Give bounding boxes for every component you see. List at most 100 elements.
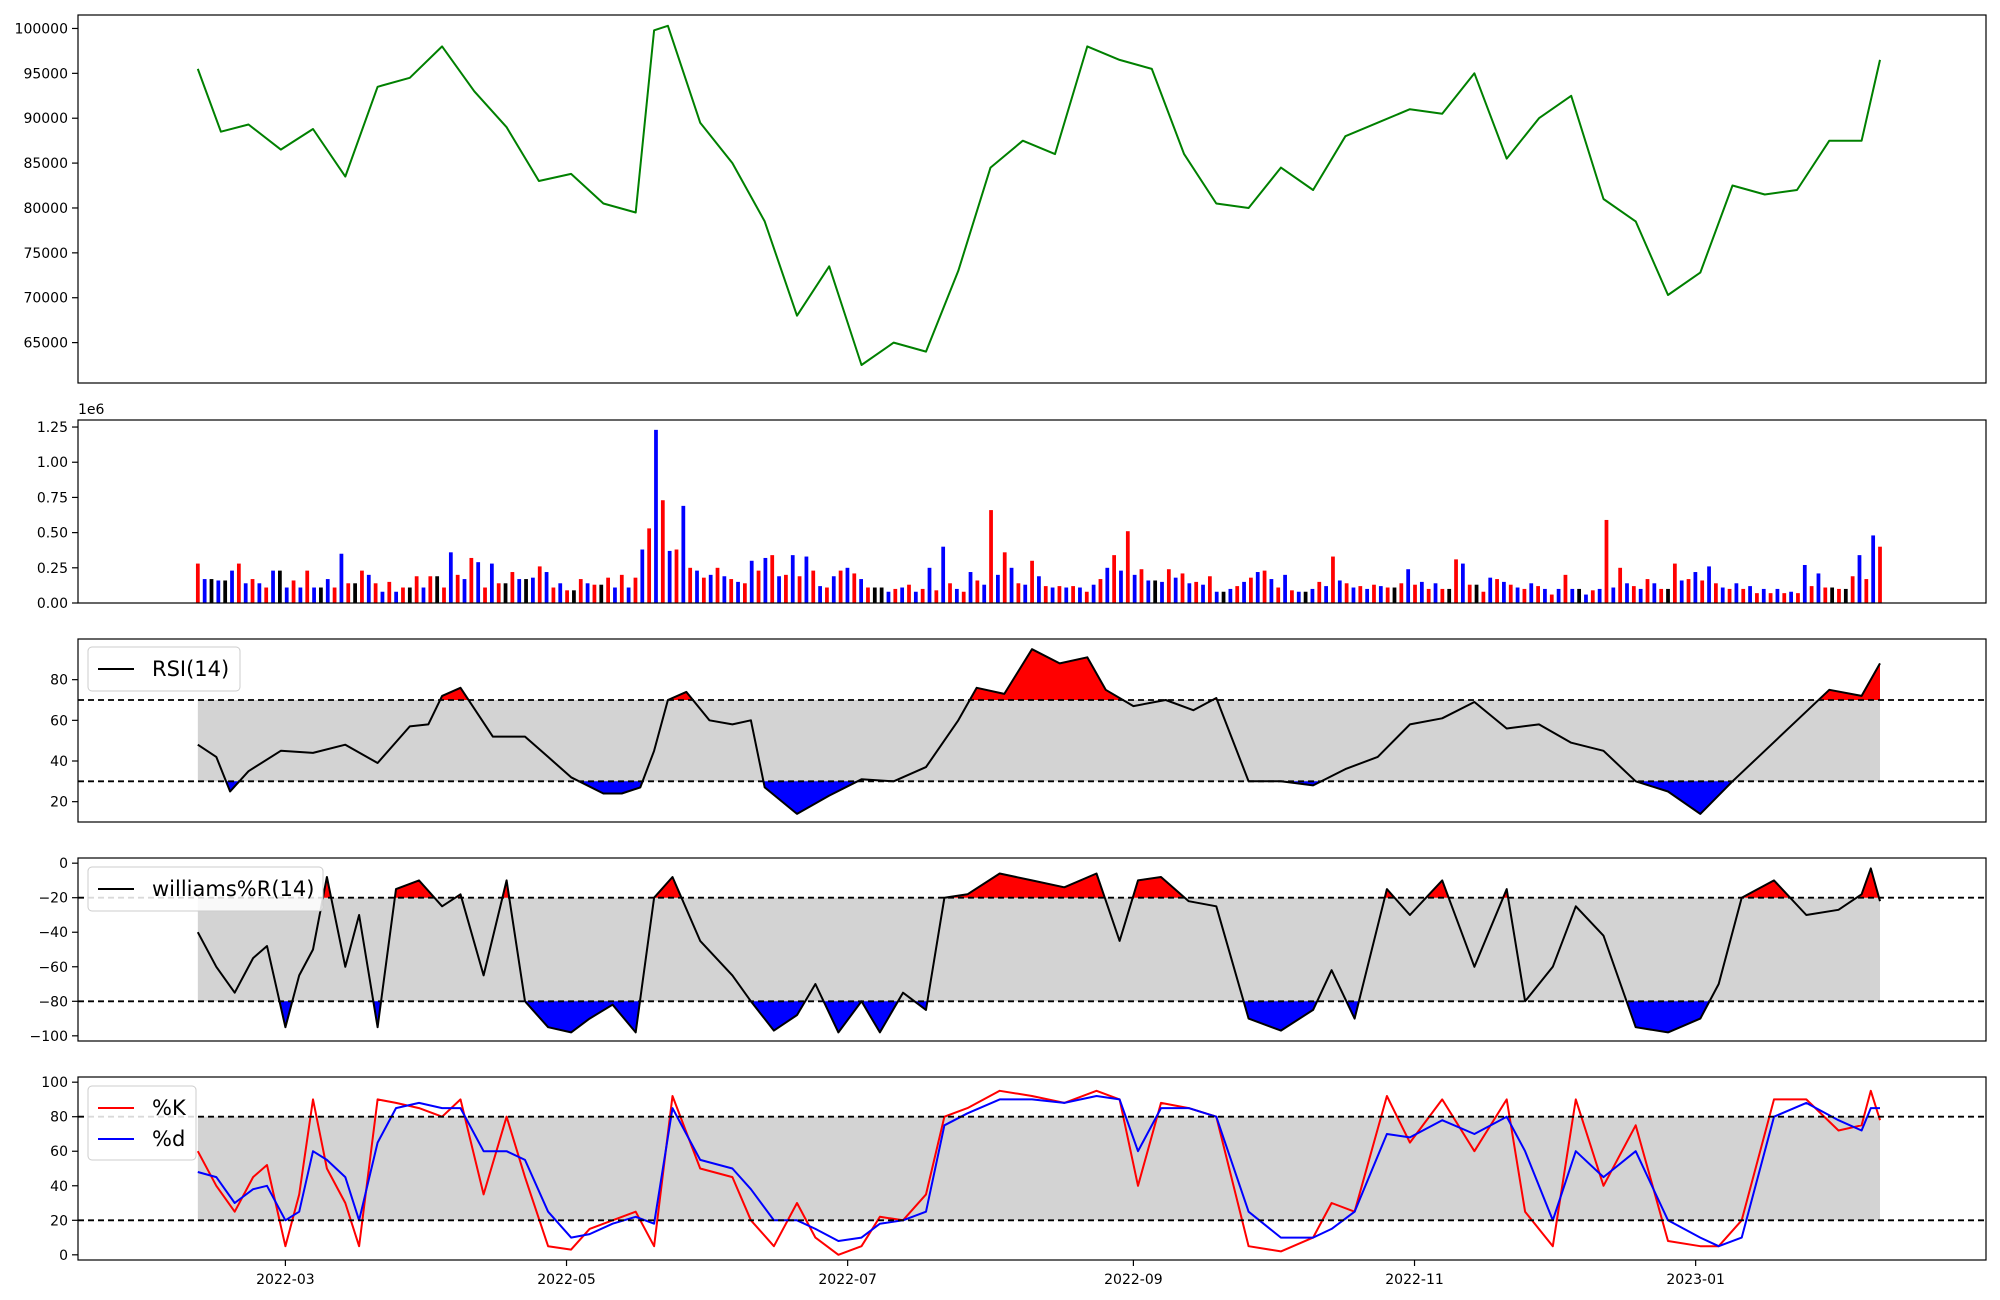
volume-bar bbox=[1433, 583, 1438, 603]
stochastic-ytick-label: 20 bbox=[50, 1213, 68, 1229]
volume-bar bbox=[1679, 580, 1684, 603]
volume-bar bbox=[1331, 556, 1335, 603]
volume-bar bbox=[257, 583, 262, 603]
volume-bar bbox=[886, 591, 891, 603]
volume-bar bbox=[435, 576, 440, 603]
volume-bar bbox=[1399, 583, 1404, 603]
volume-bar bbox=[489, 563, 494, 603]
volume-bar bbox=[640, 549, 645, 603]
x-tick-label: 2023-01 bbox=[1666, 1272, 1725, 1288]
volume-bar bbox=[1303, 591, 1308, 603]
volume-bar bbox=[1139, 569, 1144, 603]
williams-neutral-band bbox=[197, 897, 1881, 1002]
volume-bar bbox=[551, 587, 556, 603]
rsi-overbought-fill bbox=[969, 649, 1123, 700]
volume-ytick-label: 1.25 bbox=[37, 420, 68, 436]
x-tick-label: 2022-07 bbox=[818, 1272, 877, 1288]
volume-bar bbox=[271, 570, 275, 603]
volume-bar bbox=[1249, 577, 1253, 603]
volume-bar bbox=[483, 587, 487, 603]
volume-ytick-label: 1.00 bbox=[37, 455, 68, 471]
volume-bar bbox=[1543, 588, 1547, 603]
volume-bar bbox=[818, 586, 822, 603]
williams-oversold-fill bbox=[1626, 1001, 1710, 1033]
volume-bar bbox=[1570, 588, 1575, 603]
volume-bar bbox=[1645, 579, 1650, 603]
volume-bar bbox=[544, 572, 549, 603]
threshold-fills bbox=[197, 649, 1881, 1221]
volume-bar bbox=[1837, 588, 1841, 603]
volume-bar bbox=[790, 555, 795, 603]
price-ytick-label: 90000 bbox=[23, 111, 68, 127]
volume-bar bbox=[1317, 581, 1322, 603]
volume-bar bbox=[1522, 588, 1527, 603]
volume-bar bbox=[1351, 587, 1356, 603]
volume-bar bbox=[1426, 588, 1431, 603]
volume-bar bbox=[920, 588, 925, 603]
volume-bar bbox=[298, 587, 303, 603]
volume-bar bbox=[688, 567, 693, 603]
volume-bar bbox=[667, 550, 672, 603]
volume-bar bbox=[448, 552, 453, 603]
price-line bbox=[196, 24, 1881, 366]
volume-bar bbox=[1775, 588, 1780, 603]
volume-bar bbox=[674, 549, 679, 603]
volume-bar bbox=[524, 579, 528, 603]
volume-bar bbox=[455, 574, 460, 603]
volume-bar bbox=[1098, 579, 1103, 603]
volume-bar bbox=[401, 587, 405, 603]
price-ytick-label: 100000 bbox=[15, 21, 68, 37]
volume-bar bbox=[1638, 588, 1643, 603]
williams-oversold-fill bbox=[861, 1001, 898, 1033]
stochastic-ytick-label: 80 bbox=[50, 1110, 68, 1126]
williams-ytick-label: −20 bbox=[38, 891, 68, 907]
williams-ytick-label: −80 bbox=[38, 994, 68, 1010]
volume-bar bbox=[961, 591, 966, 603]
volume-bar bbox=[1625, 583, 1629, 603]
williams-ytick-label: 0 bbox=[59, 856, 68, 872]
williams-oversold-fill bbox=[750, 1001, 806, 1031]
volume-bar bbox=[1187, 583, 1192, 603]
volume-bar bbox=[1372, 584, 1376, 603]
volume-ytick-label: 0.25 bbox=[37, 561, 68, 577]
volume-ytick-label: 0.75 bbox=[37, 490, 68, 506]
volume-bar bbox=[989, 510, 993, 603]
x-tick-label: 2022-11 bbox=[1385, 1272, 1444, 1288]
volume-bar bbox=[606, 577, 610, 603]
volume-bar bbox=[578, 579, 583, 603]
volume-bar bbox=[1857, 555, 1862, 603]
volume-bar bbox=[1296, 591, 1301, 603]
volume-bar bbox=[1508, 584, 1513, 603]
volume-bar bbox=[872, 587, 877, 603]
stochastic-neutral-band bbox=[197, 1116, 1881, 1221]
volume-bar bbox=[859, 579, 864, 603]
volume-bar bbox=[975, 580, 980, 603]
volume-bar bbox=[1693, 572, 1698, 603]
volume-bar bbox=[838, 570, 843, 603]
volume-bar bbox=[1112, 555, 1117, 603]
volume-bar bbox=[1481, 591, 1486, 603]
volume-bar bbox=[749, 560, 754, 603]
volume-bar bbox=[366, 574, 371, 603]
volume-bar bbox=[845, 567, 850, 603]
rsi-panel-frame bbox=[77, 638, 1987, 823]
volume-bar bbox=[1529, 583, 1534, 603]
williams-ytick-label: −60 bbox=[38, 960, 68, 976]
volume-bar bbox=[660, 500, 665, 603]
volume-bar bbox=[1666, 588, 1670, 603]
volume-bar bbox=[476, 562, 481, 603]
volume-bar bbox=[1023, 584, 1028, 603]
volume-bar bbox=[1871, 535, 1876, 603]
volume-bar bbox=[1618, 567, 1623, 603]
volume-bar bbox=[654, 429, 658, 603]
stochastic-legend-label: %d bbox=[152, 1127, 185, 1151]
volume-bar bbox=[1358, 586, 1363, 603]
volume-bar bbox=[517, 579, 522, 603]
volume-bar bbox=[1310, 588, 1315, 603]
volume-bar bbox=[1337, 580, 1342, 603]
volume-offset-label: 1e6 bbox=[78, 402, 105, 418]
volume-bar bbox=[866, 587, 870, 603]
volume-bar bbox=[1748, 586, 1752, 603]
volume-bar bbox=[1864, 579, 1869, 603]
